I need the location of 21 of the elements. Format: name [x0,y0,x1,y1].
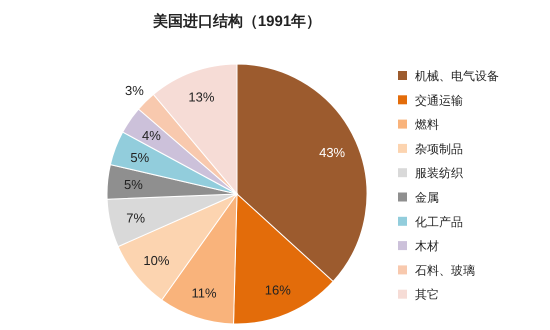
legend-label: 石料、玻璃 [415,263,475,278]
data-label: 13% [188,89,215,104]
data-label: 10% [143,252,170,268]
legend-label: 杂项制品 [415,142,463,156]
data-label: 5% [124,177,144,192]
legend-label: 服装纺织 [415,166,463,180]
data-label: 7% [126,210,146,226]
data-label: 43% [319,144,346,160]
data-label: 11% [192,286,218,301]
data-label: 4% [142,128,162,143]
legend-label: 木材 [415,239,439,254]
legend-label: 交通运输 [415,93,463,108]
legend-label: 其它 [415,288,439,302]
legend-label: 燃料 [415,118,439,132]
legend-label: 化工产品 [415,214,463,229]
data-label: 3% [125,83,144,98]
chart-title: 美国进口结构（1991年） [152,12,322,30]
legend-label: 机械、电气设备 [415,69,499,83]
data-label: 5% [130,150,150,166]
data-label: 16% [264,282,292,298]
legend-label: 金属 [415,190,439,204]
